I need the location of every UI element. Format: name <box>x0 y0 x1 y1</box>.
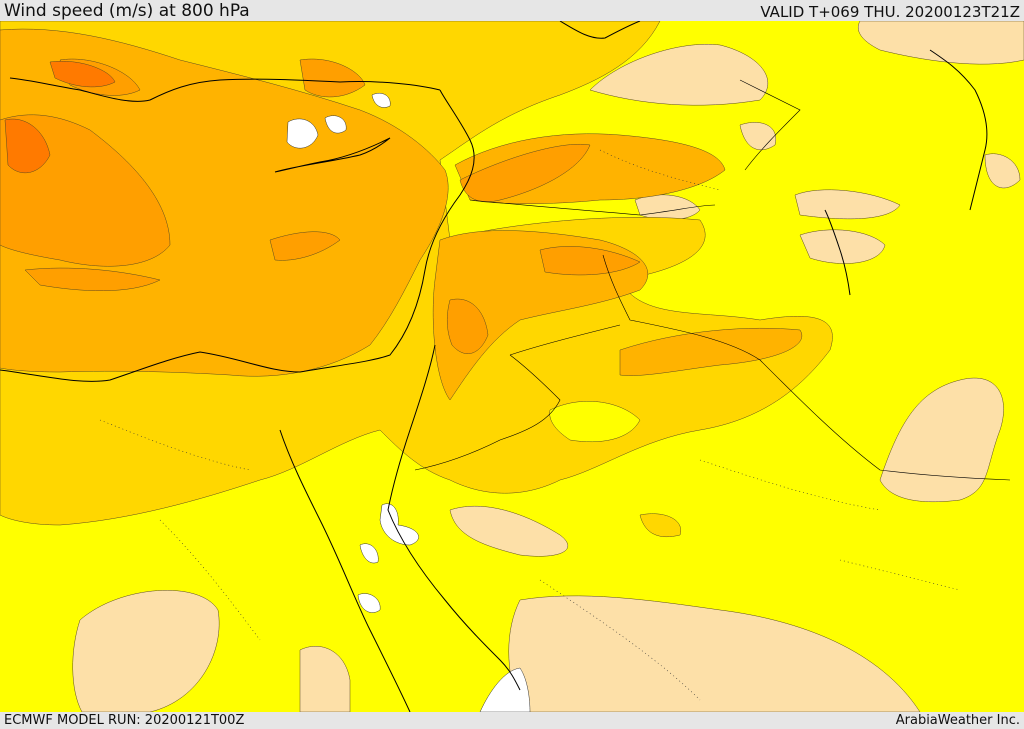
calm-region-cyprus-north <box>286 118 319 149</box>
calm-region-turkey <box>371 92 391 108</box>
coastlines <box>0 21 988 712</box>
extreme-wind-region-west <box>4 118 51 174</box>
extreme-wind-regions <box>4 60 116 174</box>
coastline-cyprus <box>274 137 391 173</box>
calm-region-red-sea-1 <box>359 543 379 564</box>
very-strong-wind-region-anatolia <box>299 58 366 98</box>
weak-hole-saudi <box>549 401 641 443</box>
coastline-red-sea-east <box>387 344 521 691</box>
weak-wind-region-iran-small <box>739 122 777 150</box>
strong-wind-region-iraq-band <box>619 327 802 376</box>
extreme-wind-region-aegean <box>49 60 116 88</box>
coastline-lake-urmia <box>824 209 851 296</box>
calm-region-red-sea-2 <box>357 593 381 613</box>
border-turkey-syria <box>469 199 716 216</box>
country-borders <box>414 79 1011 481</box>
model-run-label: ECMWF MODEL RUN: 20200121T00Z <box>4 713 245 728</box>
very-strong-wind-region-jordan <box>447 298 489 354</box>
moderate-wind-region-small <box>639 513 681 538</box>
border-jordan-saudi <box>414 354 561 471</box>
header-bar: Wind speed (m/s) at 800 hPa VALID T+069 … <box>0 0 1024 21</box>
weak-wind-region-hejaz <box>449 505 568 557</box>
coastline-north-africa-levant <box>0 89 475 382</box>
weak-wind-region-arabia-west <box>72 590 220 712</box>
coastline-caspian-east <box>929 49 988 211</box>
very-strong-wind-region-syria-east <box>539 246 641 276</box>
very-strong-wind-region-libya-coast <box>24 267 161 291</box>
weak-wind-region-iran-north <box>794 189 901 220</box>
coastline-red-sea-west <box>279 429 411 712</box>
weak-wind-region-gulf <box>879 377 1004 503</box>
map-title: Wind speed (m/s) at 800 hPa <box>4 1 250 21</box>
weak-wind-regions <box>72 21 1024 712</box>
calm-region-ethiopia <box>479 667 531 712</box>
border-iraq-saudi <box>602 254 1011 481</box>
very-strong-wind-region-mid-med <box>269 231 341 261</box>
weak-wind-region-northeast <box>857 21 1024 65</box>
border-jordan-iraq <box>509 324 621 356</box>
province-boundaries <box>99 149 961 701</box>
coastline-black-sea <box>559 21 641 39</box>
border-iran-turkey <box>739 79 801 171</box>
weak-wind-region-arabia-south <box>508 595 921 712</box>
valid-time-label: VALID T+069 THU. 20200123T21Z <box>760 3 1020 21</box>
calm-region-cyprus-east <box>324 115 347 134</box>
weak-wind-region-caspian <box>589 44 769 106</box>
weak-wind-region-red-sea-west <box>299 646 351 712</box>
coastline-anatolia <box>9 77 441 102</box>
wind-speed-map[interactable] <box>0 21 1024 712</box>
weak-wind-region-iran-mid <box>799 229 886 264</box>
weak-wind-region-east <box>984 153 1021 189</box>
map-svg <box>0 21 1024 712</box>
credit-label: ArabiaWeather Inc. <box>895 713 1020 728</box>
footer-bar: ECMWF MODEL RUN: 20200121T00Z ArabiaWeat… <box>0 712 1024 729</box>
